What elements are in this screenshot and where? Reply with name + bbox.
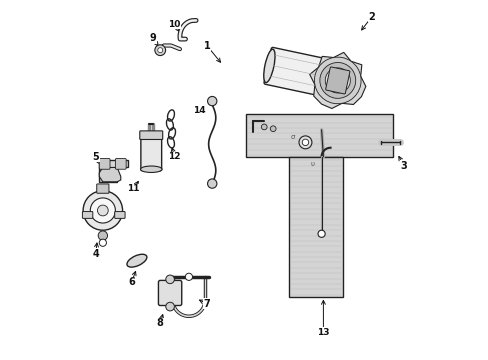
- Text: 9: 9: [149, 33, 156, 43]
- FancyBboxPatch shape: [97, 184, 109, 193]
- Circle shape: [207, 179, 217, 188]
- Text: 3: 3: [400, 161, 407, 171]
- Text: 4: 4: [92, 248, 99, 258]
- Circle shape: [261, 124, 266, 130]
- Polygon shape: [289, 157, 343, 297]
- Circle shape: [207, 96, 217, 106]
- FancyBboxPatch shape: [325, 67, 349, 94]
- Text: 10: 10: [168, 19, 181, 28]
- Circle shape: [185, 273, 192, 280]
- Text: 2: 2: [367, 12, 374, 22]
- FancyBboxPatch shape: [82, 212, 93, 219]
- Circle shape: [314, 57, 360, 104]
- FancyBboxPatch shape: [115, 158, 126, 169]
- Text: 6: 6: [128, 277, 135, 287]
- FancyBboxPatch shape: [158, 280, 182, 306]
- Polygon shape: [246, 114, 392, 157]
- Circle shape: [317, 230, 325, 237]
- Circle shape: [325, 68, 349, 93]
- Text: 7: 7: [203, 299, 210, 309]
- FancyBboxPatch shape: [140, 131, 163, 139]
- Polygon shape: [99, 167, 121, 182]
- Circle shape: [90, 198, 115, 223]
- Text: 1: 1: [203, 41, 210, 50]
- Polygon shape: [309, 52, 365, 108]
- Text: 13: 13: [317, 328, 329, 337]
- Circle shape: [155, 45, 165, 55]
- Circle shape: [319, 63, 355, 98]
- Circle shape: [98, 231, 107, 240]
- Text: υ: υ: [310, 161, 314, 167]
- Circle shape: [298, 136, 311, 149]
- Text: σ: σ: [290, 134, 294, 140]
- FancyBboxPatch shape: [99, 158, 110, 169]
- FancyBboxPatch shape: [264, 48, 335, 98]
- Text: 11: 11: [127, 184, 139, 193]
- Text: 12: 12: [168, 152, 181, 161]
- FancyBboxPatch shape: [115, 212, 125, 219]
- Polygon shape: [99, 160, 128, 182]
- Text: 8: 8: [157, 319, 163, 328]
- Ellipse shape: [127, 254, 146, 267]
- Circle shape: [97, 205, 108, 216]
- Circle shape: [302, 139, 308, 145]
- Circle shape: [83, 191, 122, 230]
- Circle shape: [99, 239, 106, 246]
- FancyBboxPatch shape: [141, 134, 162, 171]
- Circle shape: [270, 126, 276, 132]
- Circle shape: [158, 48, 163, 53]
- Circle shape: [165, 302, 174, 311]
- Ellipse shape: [140, 166, 162, 172]
- Circle shape: [165, 275, 174, 284]
- Ellipse shape: [325, 62, 336, 96]
- Ellipse shape: [263, 49, 274, 82]
- Text: 14: 14: [193, 105, 205, 114]
- Text: 5: 5: [92, 152, 99, 162]
